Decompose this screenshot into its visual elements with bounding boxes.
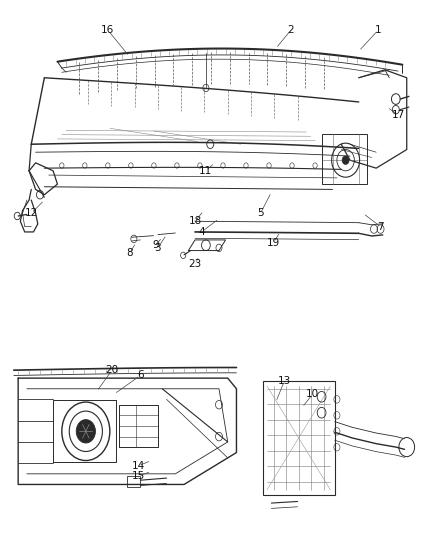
Text: 10: 10 — [306, 389, 319, 399]
Bar — [263, 381, 335, 495]
Text: 12: 12 — [25, 208, 38, 219]
Circle shape — [342, 156, 349, 165]
Text: 16: 16 — [101, 25, 114, 35]
Text: 5: 5 — [257, 208, 264, 219]
Text: 15: 15 — [131, 472, 145, 481]
Text: 17: 17 — [392, 110, 405, 120]
Text: 6: 6 — [137, 370, 144, 381]
Text: 14: 14 — [131, 461, 145, 471]
Bar — [321, 134, 367, 184]
Text: 1: 1 — [375, 25, 381, 35]
Circle shape — [76, 419, 95, 443]
Text: 23: 23 — [188, 259, 201, 269]
Bar — [127, 477, 141, 487]
Text: 18: 18 — [188, 216, 201, 227]
Text: 7: 7 — [377, 222, 384, 232]
Text: 8: 8 — [126, 248, 133, 258]
Text: 19: 19 — [267, 238, 280, 247]
Text: 2: 2 — [288, 25, 294, 35]
Text: 4: 4 — [198, 227, 205, 237]
Text: 3: 3 — [155, 243, 161, 253]
Text: 13: 13 — [278, 376, 291, 386]
Text: 9: 9 — [152, 240, 159, 250]
Text: 11: 11 — [199, 166, 212, 176]
Text: 20: 20 — [106, 365, 119, 375]
